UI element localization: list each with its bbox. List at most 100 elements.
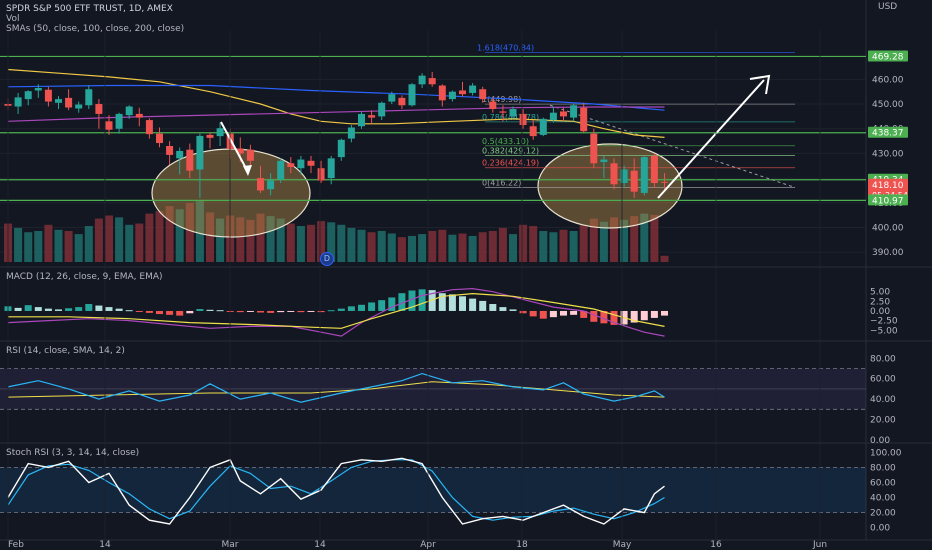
price-tick-label: 400.00: [872, 223, 904, 233]
candle-body: [570, 105, 578, 118]
price-badge: [868, 194, 908, 206]
candle-body: [469, 85, 477, 93]
macd-histogram-bar: [317, 310, 325, 313]
time-tick-label: Feb: [8, 540, 24, 550]
candle-body: [519, 113, 527, 126]
macd-histogram-bar: [610, 310, 618, 325]
macd-histogram-bar: [115, 308, 123, 311]
macd-histogram-bar: [448, 294, 456, 311]
currency-label[interactable]: USD: [878, 2, 898, 12]
volume-bar: [640, 213, 649, 262]
volume-bar: [135, 223, 144, 262]
rsi-line: [7, 372, 665, 403]
rsi-tick-label: 40.00: [870, 395, 896, 405]
macd-histogram-bar: [337, 308, 345, 311]
candle-body: [14, 97, 22, 107]
macd-histogram-bar: [418, 289, 426, 311]
candle-body: [44, 89, 52, 102]
arrow-down-line: [220, 121, 249, 173]
macd-histogram-bar: [368, 302, 376, 311]
candle-body: [166, 146, 174, 155]
candle-body: [236, 148, 244, 154]
volume-bar: [387, 233, 396, 262]
price-tick-label: 430.00: [872, 149, 904, 159]
macd-histogram-bar: [95, 305, 103, 311]
candle-body: [438, 85, 446, 101]
volume-bar: [589, 218, 598, 262]
macd-histogram-bar: [630, 310, 638, 323]
volume-bar: [317, 221, 326, 262]
candle-body: [115, 113, 123, 129]
rsi-tick-label: 80.00: [870, 354, 896, 364]
volume-bar: [115, 217, 124, 262]
candle-body: [337, 139, 345, 158]
macd-histogram-bar: [590, 310, 598, 322]
candle-body: [317, 168, 325, 181]
time-tick-label: Jun: [812, 540, 827, 550]
rsi-tick-label: 20.00: [870, 416, 896, 426]
volume-bar: [155, 211, 164, 262]
rsi-sma-line: [7, 381, 665, 398]
macd-histogram-bar: [206, 309, 214, 311]
macd-histogram-bar: [570, 310, 578, 315]
macd-histogram-bar: [358, 304, 365, 311]
candle-body: [277, 160, 285, 180]
candle-body: [75, 104, 83, 109]
candle-body: [509, 108, 517, 117]
volume-bar: [529, 226, 538, 262]
macd-histogram-bar: [398, 293, 406, 311]
macd-histogram-bar: [287, 310, 295, 312]
macd-histogram-bar: [65, 308, 73, 311]
rsi-tick-label: 60.00: [870, 375, 896, 385]
volume-bar: [519, 224, 528, 262]
volume-bar: [24, 232, 33, 262]
candle-body: [378, 102, 386, 117]
highlight-ellipse-left: [151, 148, 311, 238]
macd-histogram-bar: [145, 310, 153, 313]
volume-bar: [175, 209, 184, 262]
volume-bar: [509, 234, 517, 262]
candle-body: [287, 163, 295, 167]
volume-bar: [660, 255, 669, 262]
candle-body: [661, 181, 668, 183]
volume-bar: [418, 234, 427, 262]
price-tick-label: 460.00: [872, 75, 904, 85]
macd-histogram-bar: [14, 307, 22, 311]
time-tick-label: Apr: [420, 540, 436, 550]
time-tick-label: Mar: [222, 540, 239, 550]
candle-body: [257, 178, 264, 191]
volume-bar: [448, 234, 457, 262]
candle-body: [216, 128, 224, 137]
volume-bar: [74, 234, 83, 262]
dividend-marker[interactable]: D: [320, 252, 334, 266]
stoch-k-line: [7, 457, 665, 525]
candle-body: [529, 126, 537, 137]
macd-tick-label: 2.50: [870, 297, 890, 307]
volume-bar: [579, 224, 588, 262]
macd-line: [7, 287, 665, 337]
macd-histogram-bar: [509, 309, 517, 311]
macd-histogram-bar: [438, 293, 446, 311]
macd-histogram-bar: [186, 310, 194, 314]
macd-histogram-bar: [560, 310, 567, 316]
macd-histogram-bar: [307, 310, 315, 312]
volume-bar: [438, 229, 447, 262]
highlight-ellipse-right: [537, 143, 683, 229]
macd-tick-label: −5.00: [870, 326, 898, 336]
volume-bar: [266, 216, 275, 262]
volume-bar: [620, 219, 629, 262]
candle-body: [539, 118, 547, 135]
macd-histogram-bar: [661, 310, 668, 316]
volume-bar: [286, 223, 295, 262]
macd-histogram-bar: [580, 310, 588, 318]
fib-level-label: 0.236(424.19): [482, 159, 539, 168]
volume-bar: [599, 221, 608, 262]
candle-body: [105, 121, 113, 130]
macd-histogram-bar: [125, 310, 133, 312]
volume-bar: [195, 200, 204, 262]
volume-bar: [337, 224, 346, 262]
candle-body: [186, 149, 194, 171]
candle-body: [580, 107, 588, 132]
macd-histogram-bar: [479, 300, 487, 311]
